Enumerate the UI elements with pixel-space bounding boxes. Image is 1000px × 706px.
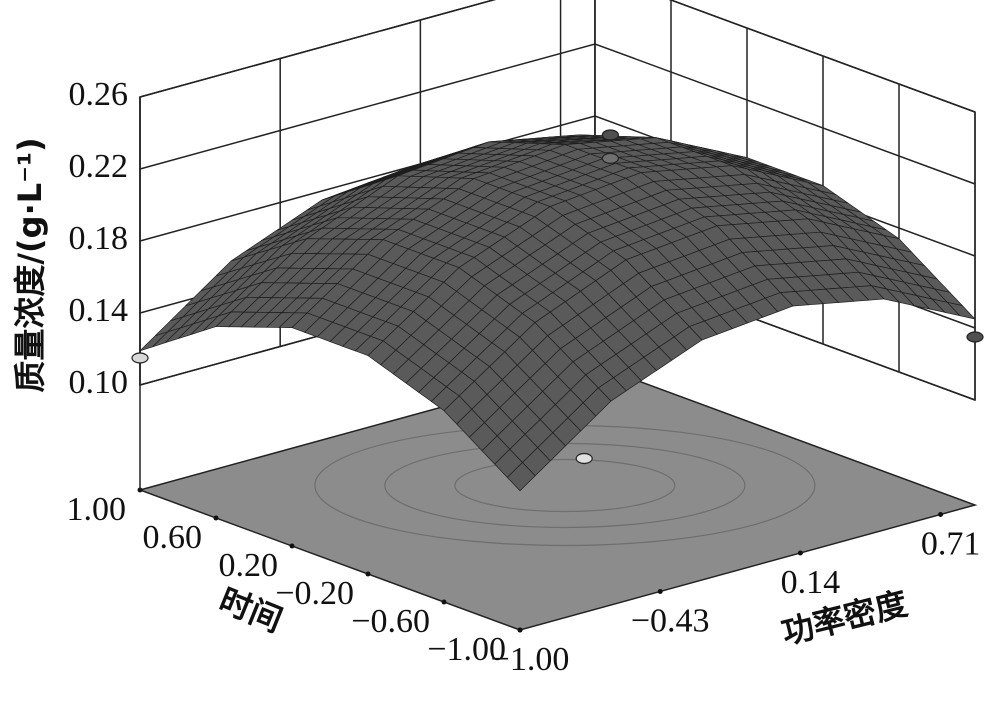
- z-tick-label: 0.22: [69, 148, 129, 185]
- tick-mark: [797, 550, 803, 556]
- design-point: [966, 331, 984, 343]
- z-tick-label: 0.10: [69, 364, 129, 401]
- design-point: [601, 129, 619, 141]
- design-point: [575, 452, 593, 465]
- tick-mark: [213, 515, 219, 521]
- surface-patch: [506, 462, 536, 492]
- y-tick-label: 0.14: [781, 564, 841, 601]
- contour: [454, 458, 676, 513]
- x-tick-label: 0.60: [143, 519, 203, 556]
- grid-line: [139, 0, 976, 113]
- design-point: [601, 152, 619, 164]
- z-tick-label: 0.26: [69, 76, 129, 113]
- x-tick-label: 0.20: [219, 547, 279, 584]
- y-tick-label: 0.71: [921, 525, 981, 562]
- tick-mark: [657, 588, 663, 594]
- y-tick-label: −0.43: [631, 602, 710, 639]
- x-tick-label: −0.60: [351, 603, 430, 640]
- surface: [139, 134, 977, 492]
- z-axis-title: 质量浓度/(g·L⁻¹): [11, 137, 49, 392]
- z-tick-label: 0.14: [69, 292, 129, 329]
- plot-area: 0.10 0.14 0.18 0.22 0.26 −1.00 −0.43 0.14 0.71 1.…: [67, 0, 984, 678]
- x-tick-label: −0.20: [275, 575, 354, 612]
- x-tick-label: 1.00: [67, 491, 127, 528]
- tick-mark: [441, 599, 447, 605]
- x-tick-label: −1.00: [427, 631, 506, 668]
- y-tick-label: −1.00: [491, 641, 570, 678]
- tick-mark: [938, 511, 944, 517]
- tick-mark: [289, 543, 295, 549]
- design-point: [131, 352, 149, 364]
- z-tick-label: 0.18: [69, 220, 129, 257]
- tick-mark: [517, 627, 523, 633]
- tick-mark: [365, 571, 371, 577]
